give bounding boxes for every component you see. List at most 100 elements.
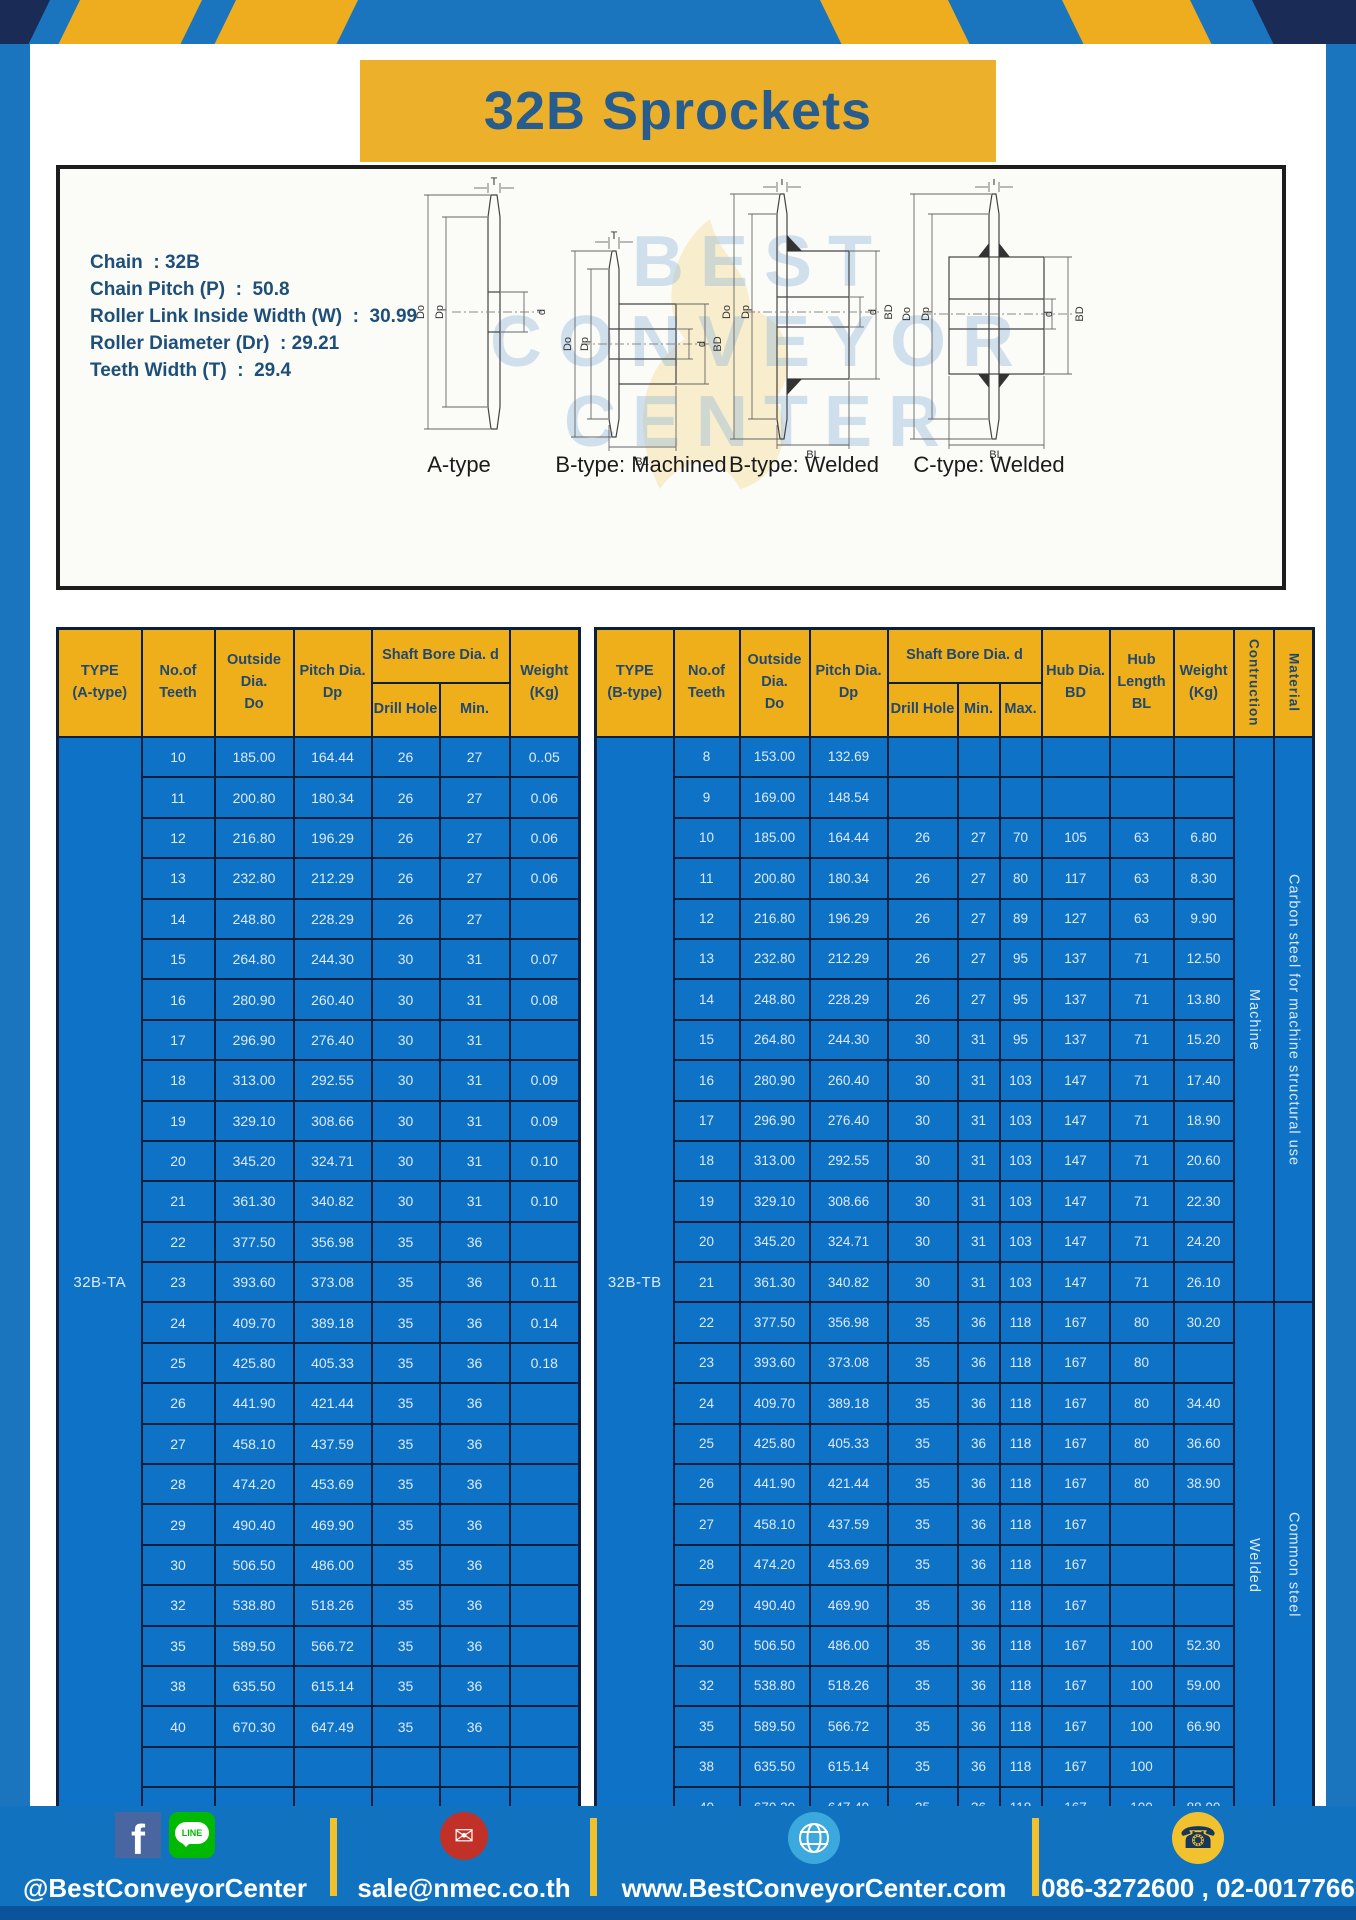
table-cell: 35: [370, 1463, 441, 1506]
table-cell: 308.66: [808, 1180, 889, 1223]
table-cell: 167: [1040, 1463, 1111, 1506]
table-cell: 0.09: [508, 1099, 581, 1142]
table-cell: [508, 1503, 581, 1546]
table-cell: 103: [998, 1261, 1043, 1304]
table-cell: [508, 1018, 581, 1062]
table-cell: 15: [140, 937, 216, 981]
table-cell: 71: [1108, 1139, 1175, 1183]
table-cell: 27: [438, 857, 511, 900]
table-cell: 20.60: [1172, 1139, 1235, 1183]
table-cell: 393.60: [738, 1341, 811, 1385]
table-cell: [508, 1463, 581, 1506]
footer-divider: [590, 1818, 597, 1896]
table-cell: 24.20: [1172, 1220, 1235, 1264]
table-cell: 27: [672, 1503, 741, 1546]
table-cell: 24: [672, 1382, 741, 1425]
table-cell: 100: [1108, 1705, 1175, 1748]
table-cell: 31: [956, 1099, 1001, 1142]
table-cell: 13.80: [1172, 978, 1235, 1021]
table-cell: 340.82: [292, 1180, 373, 1223]
diagram-caption-c-welded: C-type: Welded: [913, 452, 1065, 477]
table-row: 35 589.50 566.72 35 36 118 167 100 66.90: [596, 1705, 1314, 1748]
svg-text:BD: BD: [883, 304, 894, 319]
table-cell: 469.90: [292, 1503, 373, 1546]
table-cell: [886, 776, 959, 819]
table-cell: 373.08: [808, 1341, 889, 1385]
table-cell: 31: [956, 1261, 1001, 1304]
table-cell: 458.10: [738, 1503, 811, 1546]
construction-span-cell: Machine: [1232, 735, 1275, 1304]
table-cell: 27: [140, 1422, 216, 1466]
table-cell: 276.40: [808, 1099, 889, 1142]
table-row: 15 264.80 244.30 30 31 0.07: [58, 937, 581, 981]
table-cell: 200.80: [213, 776, 295, 819]
table-cell: 20: [140, 1139, 216, 1183]
table-cell: 30: [886, 1180, 959, 1223]
table-cell: 35: [370, 1624, 441, 1667]
spec-line: Teeth Width (T) : 29.4: [90, 360, 292, 381]
svg-text:BL: BL: [635, 456, 648, 468]
table-cell: 276.40: [292, 1018, 373, 1062]
table-cell: 36: [438, 1301, 511, 1344]
table-cell: 216.80: [738, 897, 811, 940]
table-cell: [998, 735, 1043, 779]
table-cell: 26: [886, 816, 959, 860]
frame-left: [0, 0, 30, 1806]
frame-right: [1326, 0, 1356, 1806]
table-row: 27 458.10 437.59 35 36: [58, 1422, 581, 1466]
table-cell: 18: [140, 1059, 216, 1102]
col-header-type: TYPE (A-type): [56, 627, 143, 738]
table-cell: [508, 1584, 581, 1627]
table-cell: 35: [886, 1584, 959, 1627]
table-cell: 18.90: [1172, 1099, 1235, 1142]
table-cell: 80: [998, 857, 1043, 900]
table-cell: 31: [956, 1018, 1001, 1062]
table-cell: 361.30: [738, 1261, 811, 1304]
col-header-hub-dia: Hub Dia. BD: [1040, 627, 1111, 738]
table-cell: 36: [438, 1705, 511, 1748]
table-cell: 16: [672, 1059, 741, 1102]
table-cell: 71: [1108, 1261, 1175, 1304]
website-url: www.BestConveyorCenter.com: [621, 1873, 1007, 1903]
spec-line: Roller Diameter (Dr) : 29.21: [90, 333, 340, 354]
diagram-caption-b-machined: B-type: Machined: [555, 452, 727, 477]
table-cell: 167: [1040, 1301, 1111, 1344]
table-cell: 23: [140, 1261, 216, 1304]
table-cell: 147: [1040, 1180, 1111, 1223]
table-row: 13 232.80 212.29 26 27 0.06: [58, 857, 581, 900]
table-cell: 89: [998, 897, 1043, 940]
table-cell: 8.30: [1172, 857, 1235, 900]
table-cell: 148.54: [808, 776, 889, 819]
table-cell: 35: [886, 1463, 959, 1506]
table-cell: 167: [1040, 1422, 1111, 1466]
table-cell: 216.80: [213, 816, 295, 860]
table-row: 10 185.00 164.44 26 27 70 105 63 6.80: [596, 816, 1314, 860]
table-cell: 345.20: [213, 1139, 295, 1183]
table-row: 16 280.90 260.40 30 31 0.08: [58, 978, 581, 1021]
table-cell: [998, 776, 1043, 819]
table-cell: 118: [998, 1301, 1043, 1344]
table-cell: 280.90: [213, 978, 295, 1021]
table-cell: 36: [438, 1220, 511, 1264]
table-cell: 31: [438, 1139, 511, 1183]
footer-email-section: ✉ sale@nmec.co.th: [340, 1812, 588, 1906]
table-row: 11 200.80 180.34 26 27 0.06: [58, 776, 581, 819]
table-cell: 405.33: [808, 1422, 889, 1466]
table-cell: 31: [438, 1059, 511, 1102]
table-row: 11 200.80 180.34 26 27 80 117 63 8.30: [596, 857, 1314, 900]
table-cell: 105: [1040, 816, 1111, 860]
table-cell: 27: [956, 897, 1001, 940]
table-cell: 35: [370, 1664, 441, 1708]
corner-stripe: [1062, 0, 1212, 44]
table-cell: 377.50: [738, 1301, 811, 1344]
table-cell: [1108, 776, 1175, 819]
table-cell: 16: [140, 978, 216, 1021]
svg-text:BD: BD: [712, 336, 724, 351]
table-row: 27 458.10 437.59 35 36 118 167: [596, 1503, 1314, 1546]
b-type-machined-diagram: T Do Dp d BD BL: [562, 230, 724, 468]
table-row: 29 490.40 469.90 35 36 118 167: [596, 1584, 1314, 1627]
col-header-max: Max.: [998, 682, 1043, 738]
table-row: 18 313.00 292.55 30 31 0.09: [58, 1059, 581, 1102]
table-cell: 0.09: [508, 1059, 581, 1102]
table-cell: 147: [1040, 1220, 1111, 1264]
